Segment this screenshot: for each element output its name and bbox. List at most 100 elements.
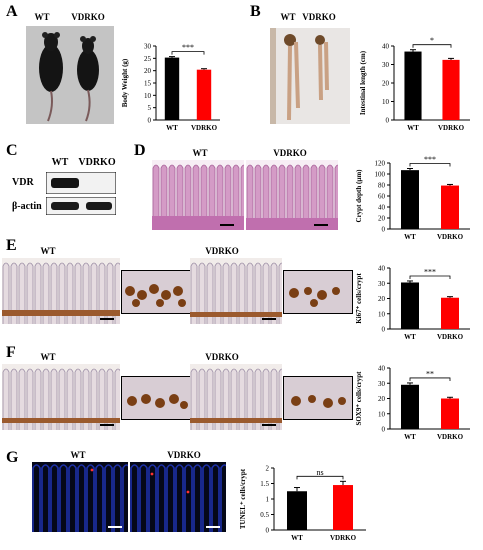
y-tick-label: 1 (266, 496, 270, 504)
chart-crypt-depth: Crypt depth (μm) 0 20 40 60 80 100 120 WT VDRKO **… (355, 155, 470, 241)
y-axis-label: Crypt depth (μm) (355, 169, 363, 223)
ki67-image-wt (2, 258, 120, 324)
y-tick-label: 120 (375, 160, 386, 168)
photo-label-vdrko: VDRKO (302, 12, 336, 22)
blot-vdr (46, 172, 116, 194)
y-tick-label: 15 (144, 80, 152, 88)
y-tick-label: 20 (144, 67, 152, 75)
panel-label-e: E (6, 237, 17, 254)
y-tick-label: 10 (378, 410, 386, 418)
y-tick-label: 80 (378, 182, 386, 190)
y-tick-label: 5 (148, 104, 152, 112)
significance-bracket (171, 51, 205, 55)
image-label-wt: WT (40, 352, 56, 362)
mice-photo (26, 26, 114, 124)
y-axis-label: Ki67⁺ cells/crypt (355, 273, 363, 324)
y-tick-label: 40 (378, 204, 386, 212)
x-tick-label: WT (407, 124, 419, 132)
y-tick-label: 10 (378, 310, 386, 318)
sox9-zoom-wt (121, 376, 191, 420)
tunel-image-vdrko (130, 462, 226, 532)
y-axis-label: SOX9⁺ cells/crypt (355, 371, 363, 426)
y-tick-label: 0 (386, 117, 390, 125)
y-tick-label: 40 (382, 43, 390, 51)
x-tick-label: WT (404, 233, 416, 241)
significance-label: ns (316, 468, 323, 477)
bar-wt (401, 282, 419, 329)
significance-bracket (409, 377, 451, 381)
ki67-zoom-wt (121, 270, 191, 314)
y-tick-label: 30 (382, 61, 390, 69)
significance-label: * (430, 36, 434, 45)
panel-label-g: G (6, 449, 19, 466)
x-tick-label: VDRKO (437, 433, 464, 441)
significance-bracket (409, 275, 451, 279)
image-label-vdrko: VDRKO (273, 148, 307, 158)
bar-wt (401, 170, 419, 229)
panel-label-a: A (6, 3, 18, 20)
photo-label-vdrko: VDRKO (71, 12, 105, 22)
bar-vdrko (441, 297, 459, 329)
x-tick-label: WT (166, 124, 178, 132)
image-label-vdrko: VDRKO (205, 246, 239, 256)
y-tick-label: 40 (378, 365, 386, 373)
sox9-image-wt (2, 364, 120, 430)
y-tick-label: 0 (382, 226, 386, 234)
panel-label-d: D (134, 142, 146, 159)
chart-intestinal-length: Intestinal length (cm) 0 10 20 30 40 WT VDRKO * (359, 36, 470, 132)
y-tick-label: 20 (382, 80, 390, 88)
photo-label-wt: WT (34, 12, 50, 22)
significance-label: *** (182, 43, 194, 52)
y-tick-label: 0 (266, 527, 270, 535)
blot-row-actin: β-actin (12, 201, 42, 212)
blot-col-wt: WT (51, 157, 69, 168)
image-label-wt: WT (70, 450, 86, 460)
significance-label: *** (424, 155, 436, 164)
bar-wt (164, 57, 180, 120)
intestine-photo (270, 28, 350, 124)
y-tick-label: 60 (378, 193, 386, 201)
blot-actin (46, 197, 116, 215)
x-tick-label: VDRKO (437, 233, 464, 241)
y-tick-label: 30 (378, 380, 386, 388)
bar-vdrko (441, 185, 459, 229)
blot-row-vdr: VDR (12, 177, 34, 188)
y-tick-label: 20 (378, 395, 386, 403)
bar-wt (404, 51, 422, 120)
y-tick-label: 0 (382, 326, 386, 334)
tunel-image-wt (32, 462, 128, 532)
bar-wt (287, 491, 307, 530)
y-tick-label: 40 (378, 265, 386, 273)
y-axis-label: Intestinal length (cm) (359, 50, 367, 115)
he-image-wt (152, 160, 244, 230)
photo-label-wt: WT (280, 12, 296, 22)
y-tick-label: 30 (144, 43, 152, 51)
image-label-wt: WT (192, 148, 208, 158)
bar-vdrko (441, 398, 459, 429)
significance-label: *** (424, 267, 436, 276)
chart-sox9: SOX9⁺ cells/crypt 0 10 20 30 40 WT VDRKO ** (355, 365, 470, 441)
y-tick-label: 0 (382, 426, 386, 434)
panel-label-c: C (6, 142, 18, 159)
y-tick-label: 25 (144, 55, 152, 63)
bar-vdrko (442, 59, 460, 120)
image-label-vdrko: VDRKO (167, 450, 201, 460)
x-tick-label: VDRKO (191, 124, 218, 132)
he-image-vdrko (246, 160, 338, 230)
ki67-zoom-vdrko (283, 270, 353, 314)
chart-tunel: TUNEL⁺ cells/crypt 0 0.5 1 1.5 2 WT VDRKO ns (239, 465, 366, 542)
y-tick-label: 20 (378, 215, 386, 223)
significance-label: ** (426, 369, 434, 378)
x-tick-label: WT (291, 534, 303, 542)
ki67-image-vdrko (190, 258, 282, 324)
y-axis-label: Body Weight (g) (121, 58, 129, 107)
panel-label-b: B (250, 3, 261, 20)
bar-vdrko (196, 69, 212, 120)
x-tick-label: VDRKO (438, 124, 465, 132)
y-tick-label: 30 (378, 280, 386, 288)
chart-body-weight: Body Weight (g) 0 5 10 15 20 25 30 WT VDRKO *** (121, 43, 220, 132)
y-axis-label: TUNEL⁺ cells/crypt (239, 468, 247, 529)
blot-col-vdrko: VDRKO (78, 157, 116, 168)
x-tick-label: VDRKO (330, 534, 357, 542)
sox9-image-vdrko (190, 364, 282, 430)
